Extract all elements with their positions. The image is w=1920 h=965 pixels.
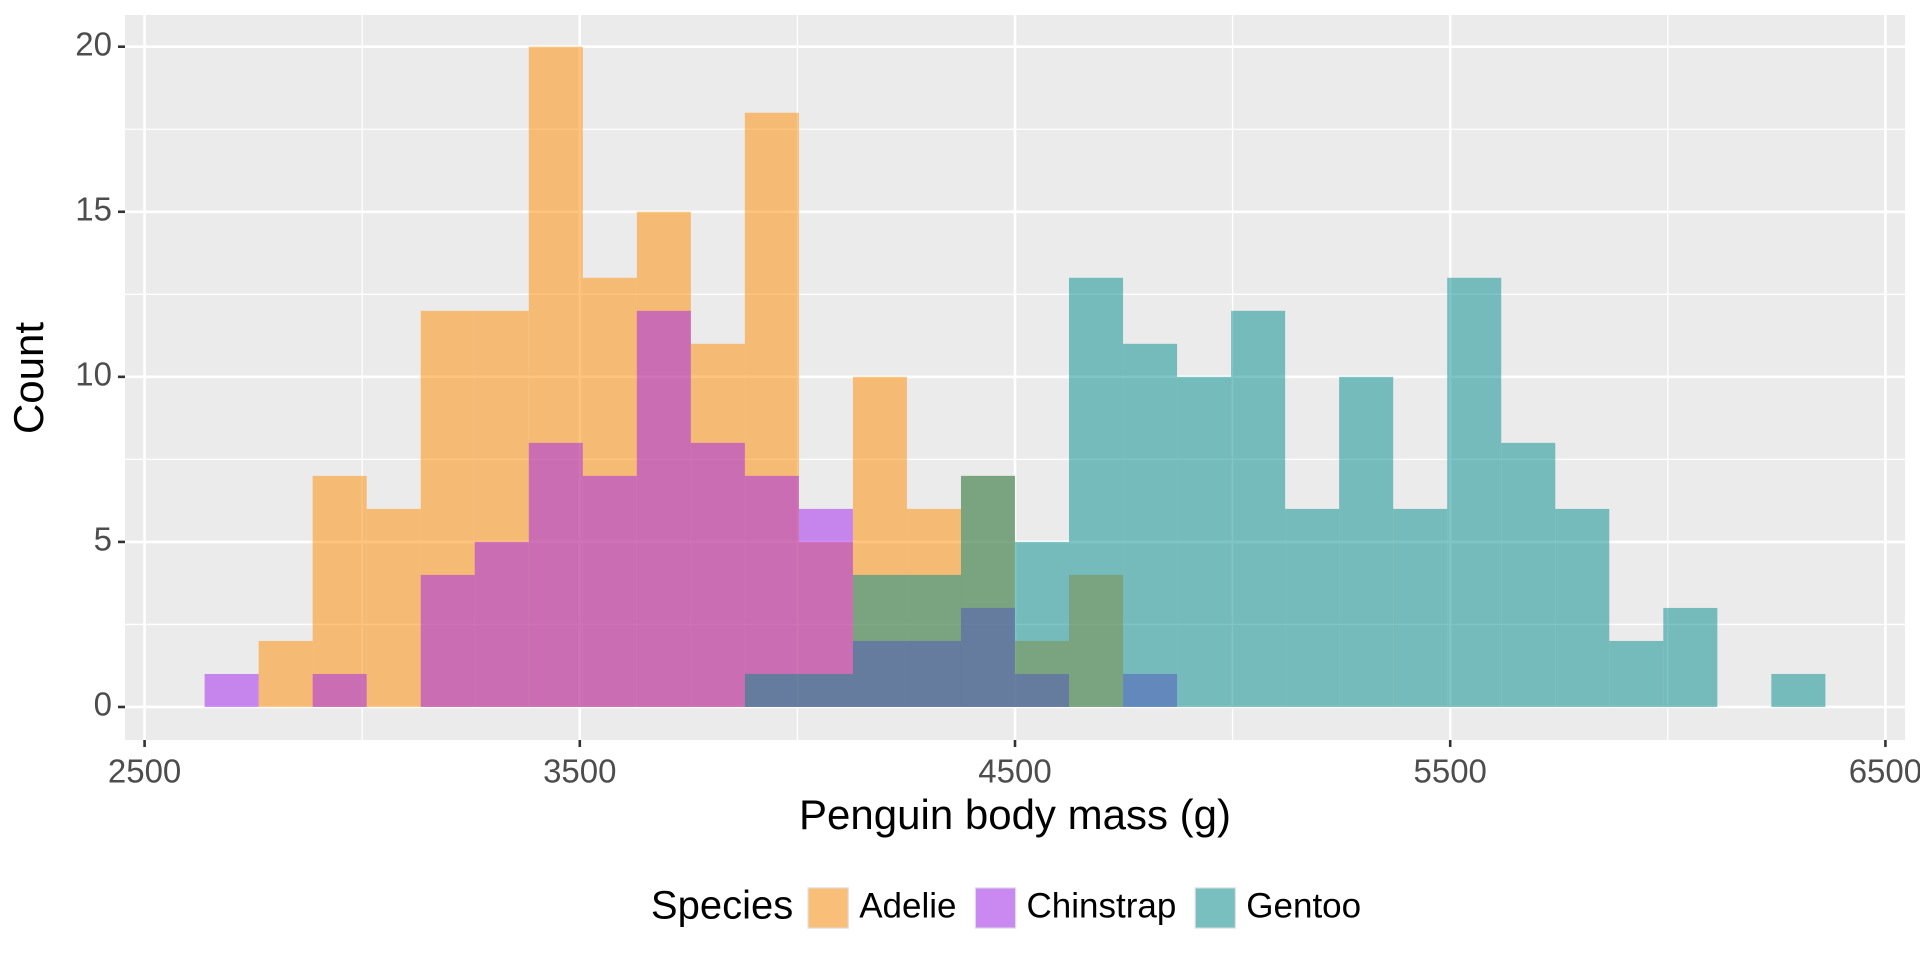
y-tick-label: 15 — [75, 190, 112, 227]
y-axis-title: Count — [5, 322, 52, 434]
legend-key — [1194, 887, 1236, 929]
bar — [1015, 541, 1070, 707]
bar — [204, 673, 259, 707]
bar — [1339, 376, 1394, 707]
bar — [960, 475, 1015, 707]
x-tick-label: 4500 — [978, 753, 1051, 790]
bar — [1663, 607, 1718, 707]
bar — [1285, 508, 1340, 707]
x-tick-label: 2500 — [108, 753, 181, 790]
bar — [366, 508, 421, 707]
bar — [798, 673, 853, 707]
bar — [636, 310, 691, 707]
legend-title: Species — [651, 884, 793, 928]
legend-label: Chinstrap — [1027, 886, 1177, 925]
bar — [582, 475, 637, 707]
y-tick-label: 0 — [94, 686, 112, 723]
bar — [258, 640, 313, 707]
x-tick-label: 3500 — [543, 753, 616, 790]
legend-key — [807, 887, 849, 929]
bar — [744, 475, 799, 707]
bar — [474, 541, 529, 707]
bar — [312, 673, 367, 707]
bar — [1123, 343, 1178, 707]
bar — [1501, 442, 1556, 707]
bar — [1393, 508, 1448, 707]
y-tick-label: 5 — [94, 521, 112, 558]
x-tick-label: 6500 — [1849, 753, 1920, 790]
y-tick-label: 10 — [75, 356, 112, 393]
bar — [1069, 277, 1124, 707]
bar — [852, 574, 907, 707]
bar — [690, 442, 745, 707]
bar — [1177, 376, 1232, 707]
x-tick-label: 5500 — [1413, 753, 1486, 790]
legend-key — [975, 887, 1016, 929]
bar — [1771, 673, 1826, 707]
legend-label: Gentoo — [1246, 886, 1361, 925]
bar — [528, 442, 583, 707]
bar — [1609, 640, 1664, 707]
bar — [1231, 310, 1286, 707]
bar — [420, 574, 475, 707]
bar — [906, 574, 961, 707]
bar — [1447, 277, 1502, 707]
bar — [744, 673, 799, 707]
bar — [312, 475, 367, 707]
legend-label: Adelie — [859, 886, 956, 925]
x-axis-title: Penguin body mass (g) — [799, 791, 1231, 838]
bar — [1555, 508, 1610, 707]
y-tick-label: 20 — [75, 25, 112, 62]
